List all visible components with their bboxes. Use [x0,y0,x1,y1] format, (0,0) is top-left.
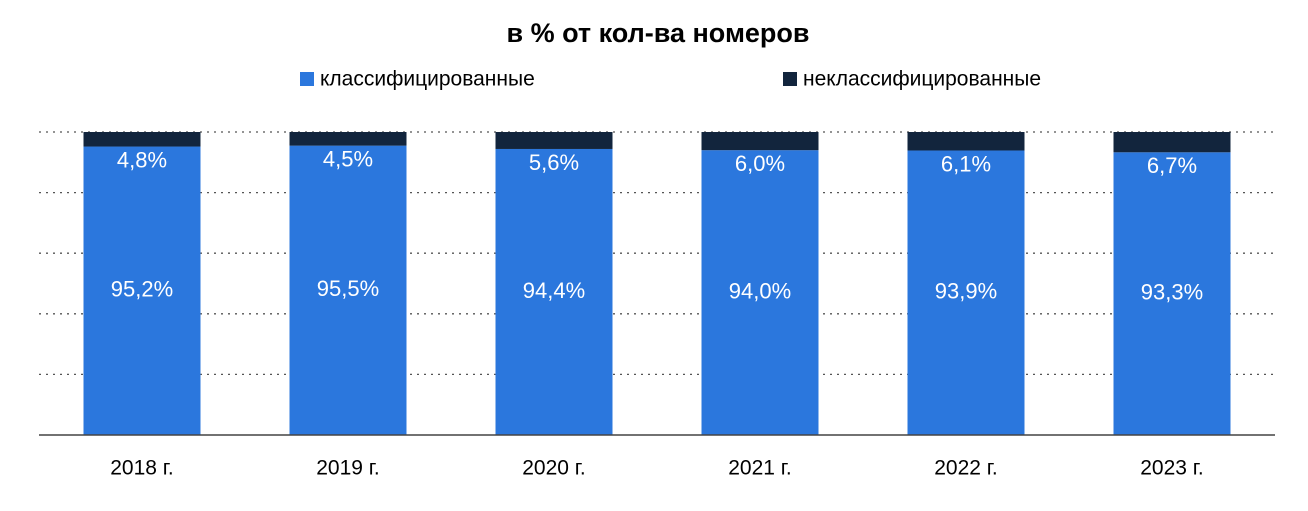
bar-segment [83,132,201,147]
bar-segment [495,148,613,435]
legend-label: классифицированные [320,68,535,91]
x-tick-label: 2019 г. [316,457,379,480]
legend-swatch [300,72,314,86]
bar-segment [907,132,1025,151]
x-tick-label: 2022 г. [934,457,997,480]
value-label: 94,0% [729,278,791,303]
x-tick-label: 2021 г. [728,457,791,480]
x-tick-label: 2020 г. [522,457,585,480]
bar-segment [495,132,613,149]
bar-segment [289,145,407,435]
value-label: 95,5% [317,276,379,301]
chart-title: в % от кол-ва номеров [506,18,809,48]
value-label: 6,1% [941,151,991,176]
bar-segment [1113,152,1231,435]
value-label: 5,6% [529,150,579,175]
bar-segment [1113,132,1231,153]
x-tick-label: 2018 г. [110,457,173,480]
bar-segment [83,146,201,435]
x-tick-label: 2023 г. [1140,457,1203,480]
bar-segment [701,150,819,435]
value-label: 6,7% [1147,153,1197,178]
value-label: 4,5% [323,146,373,171]
value-label: 94,4% [523,278,585,303]
value-label: 4,8% [117,147,167,172]
value-label: 93,9% [935,279,997,304]
bar-segment [907,150,1025,435]
bar-segment [289,132,407,146]
legend-label: неклассифицированные [803,68,1041,91]
bar-segment [701,132,819,151]
legend-swatch [783,72,797,86]
value-label: 93,3% [1141,279,1203,304]
value-label: 95,2% [111,277,173,302]
value-label: 6,0% [735,151,785,176]
